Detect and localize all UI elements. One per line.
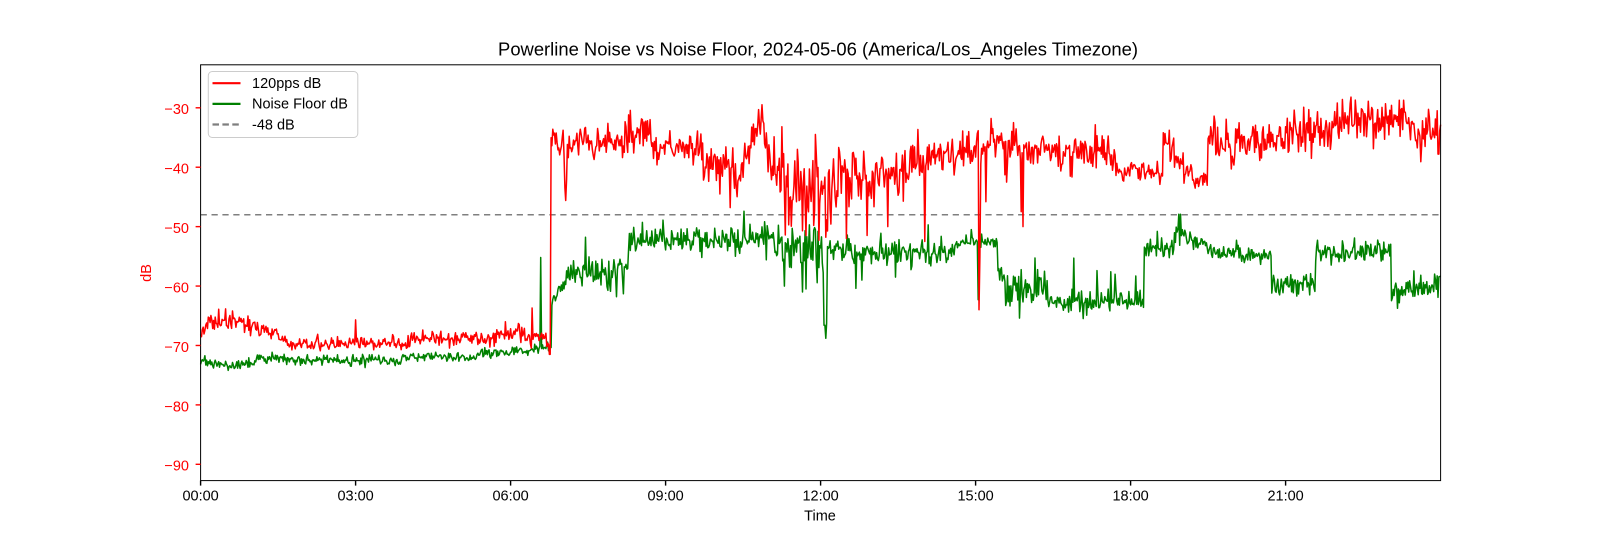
svg-text:−40: −40 [164, 162, 189, 178]
svg-text:Noise Floor dB: Noise Floor dB [252, 97, 348, 113]
svg-text:−70: −70 [164, 340, 189, 356]
svg-text:03:00: 03:00 [337, 489, 373, 505]
svg-text:−30: −30 [164, 102, 189, 118]
svg-text:12:00: 12:00 [802, 489, 838, 505]
svg-text:-48 dB: -48 dB [252, 117, 295, 133]
svg-text:Powerline Noise vs Noise Floor: Powerline Noise vs Noise Floor, 2024-05-… [498, 39, 1138, 61]
svg-text:09:00: 09:00 [647, 489, 683, 505]
svg-text:−80: −80 [164, 399, 189, 415]
svg-text:21:00: 21:00 [1267, 489, 1303, 505]
svg-text:00:00: 00:00 [182, 489, 218, 505]
svg-text:−50: −50 [164, 221, 189, 237]
svg-text:18:00: 18:00 [1112, 489, 1148, 505]
svg-text:−90: −90 [164, 459, 189, 475]
svg-text:15:00: 15:00 [957, 489, 993, 505]
svg-text:−60: −60 [164, 280, 189, 296]
svg-text:dB: dB [139, 264, 155, 282]
svg-text:06:00: 06:00 [492, 489, 528, 505]
svg-text:120pps dB: 120pps dB [252, 76, 321, 92]
svg-text:Time: Time [804, 509, 836, 525]
